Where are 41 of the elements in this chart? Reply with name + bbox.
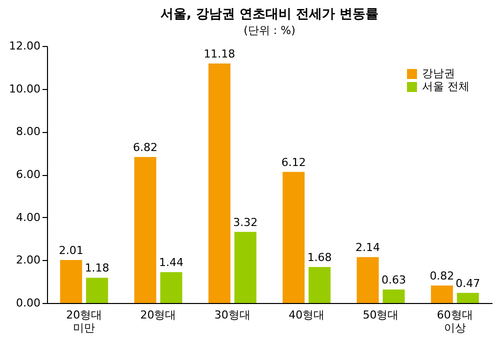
data-label: 1.68 <box>307 251 332 264</box>
bar <box>208 64 230 303</box>
legend-label: 강남권 <box>422 67 455 80</box>
bar <box>382 290 405 303</box>
legend-label: 서울 전체 <box>422 80 470 93</box>
data-label: 2.14 <box>356 241 380 254</box>
bar <box>308 267 331 303</box>
x-tick-label: 20형대 미만 <box>66 308 102 334</box>
data-label: 0.82 <box>430 269 454 282</box>
data-label: 6.12 <box>281 156 306 169</box>
y-tick-label: 8.00 <box>16 125 40 138</box>
bar <box>86 278 108 303</box>
data-label: 0.63 <box>381 274 406 287</box>
x-tick-label: 60형대 이상 <box>436 308 473 334</box>
data-label: 2.01 <box>58 244 84 257</box>
x-tick-label: 30형대 <box>214 308 250 322</box>
bar <box>134 156 156 303</box>
bar <box>456 292 479 303</box>
bar <box>234 232 256 303</box>
bar <box>60 260 82 303</box>
y-tick-label: 2.00 <box>16 254 40 267</box>
y-tick-label: 10.00 <box>9 82 40 96</box>
bar <box>430 285 453 303</box>
data-label: 11.18 <box>204 48 236 61</box>
y-tick-label: 12.00 <box>9 40 40 52</box>
chart-title: 서울, 강남권 연초대비 전세가 변동률 <box>160 7 379 22</box>
data-label: 6.82 <box>133 140 158 154</box>
x-tick-label: 40형대 <box>288 308 325 322</box>
bar <box>282 172 305 303</box>
x-tick-label: 20형대 <box>140 308 176 322</box>
data-label: 0.47 <box>456 276 480 290</box>
y-tick-label: 0.00 <box>16 296 40 310</box>
bar <box>356 257 379 303</box>
y-tick-label: 4.00 <box>16 210 40 224</box>
text: (단위 : %) <box>244 24 296 37</box>
data-label: 1.18 <box>84 262 110 275</box>
y-tick-label: 6.00 <box>16 168 40 181</box>
x-tick-label: 50형대 <box>362 308 399 322</box>
data-label: 1.44 <box>158 256 184 270</box>
data-label: 3.32 <box>233 216 258 229</box>
bar <box>160 272 182 303</box>
